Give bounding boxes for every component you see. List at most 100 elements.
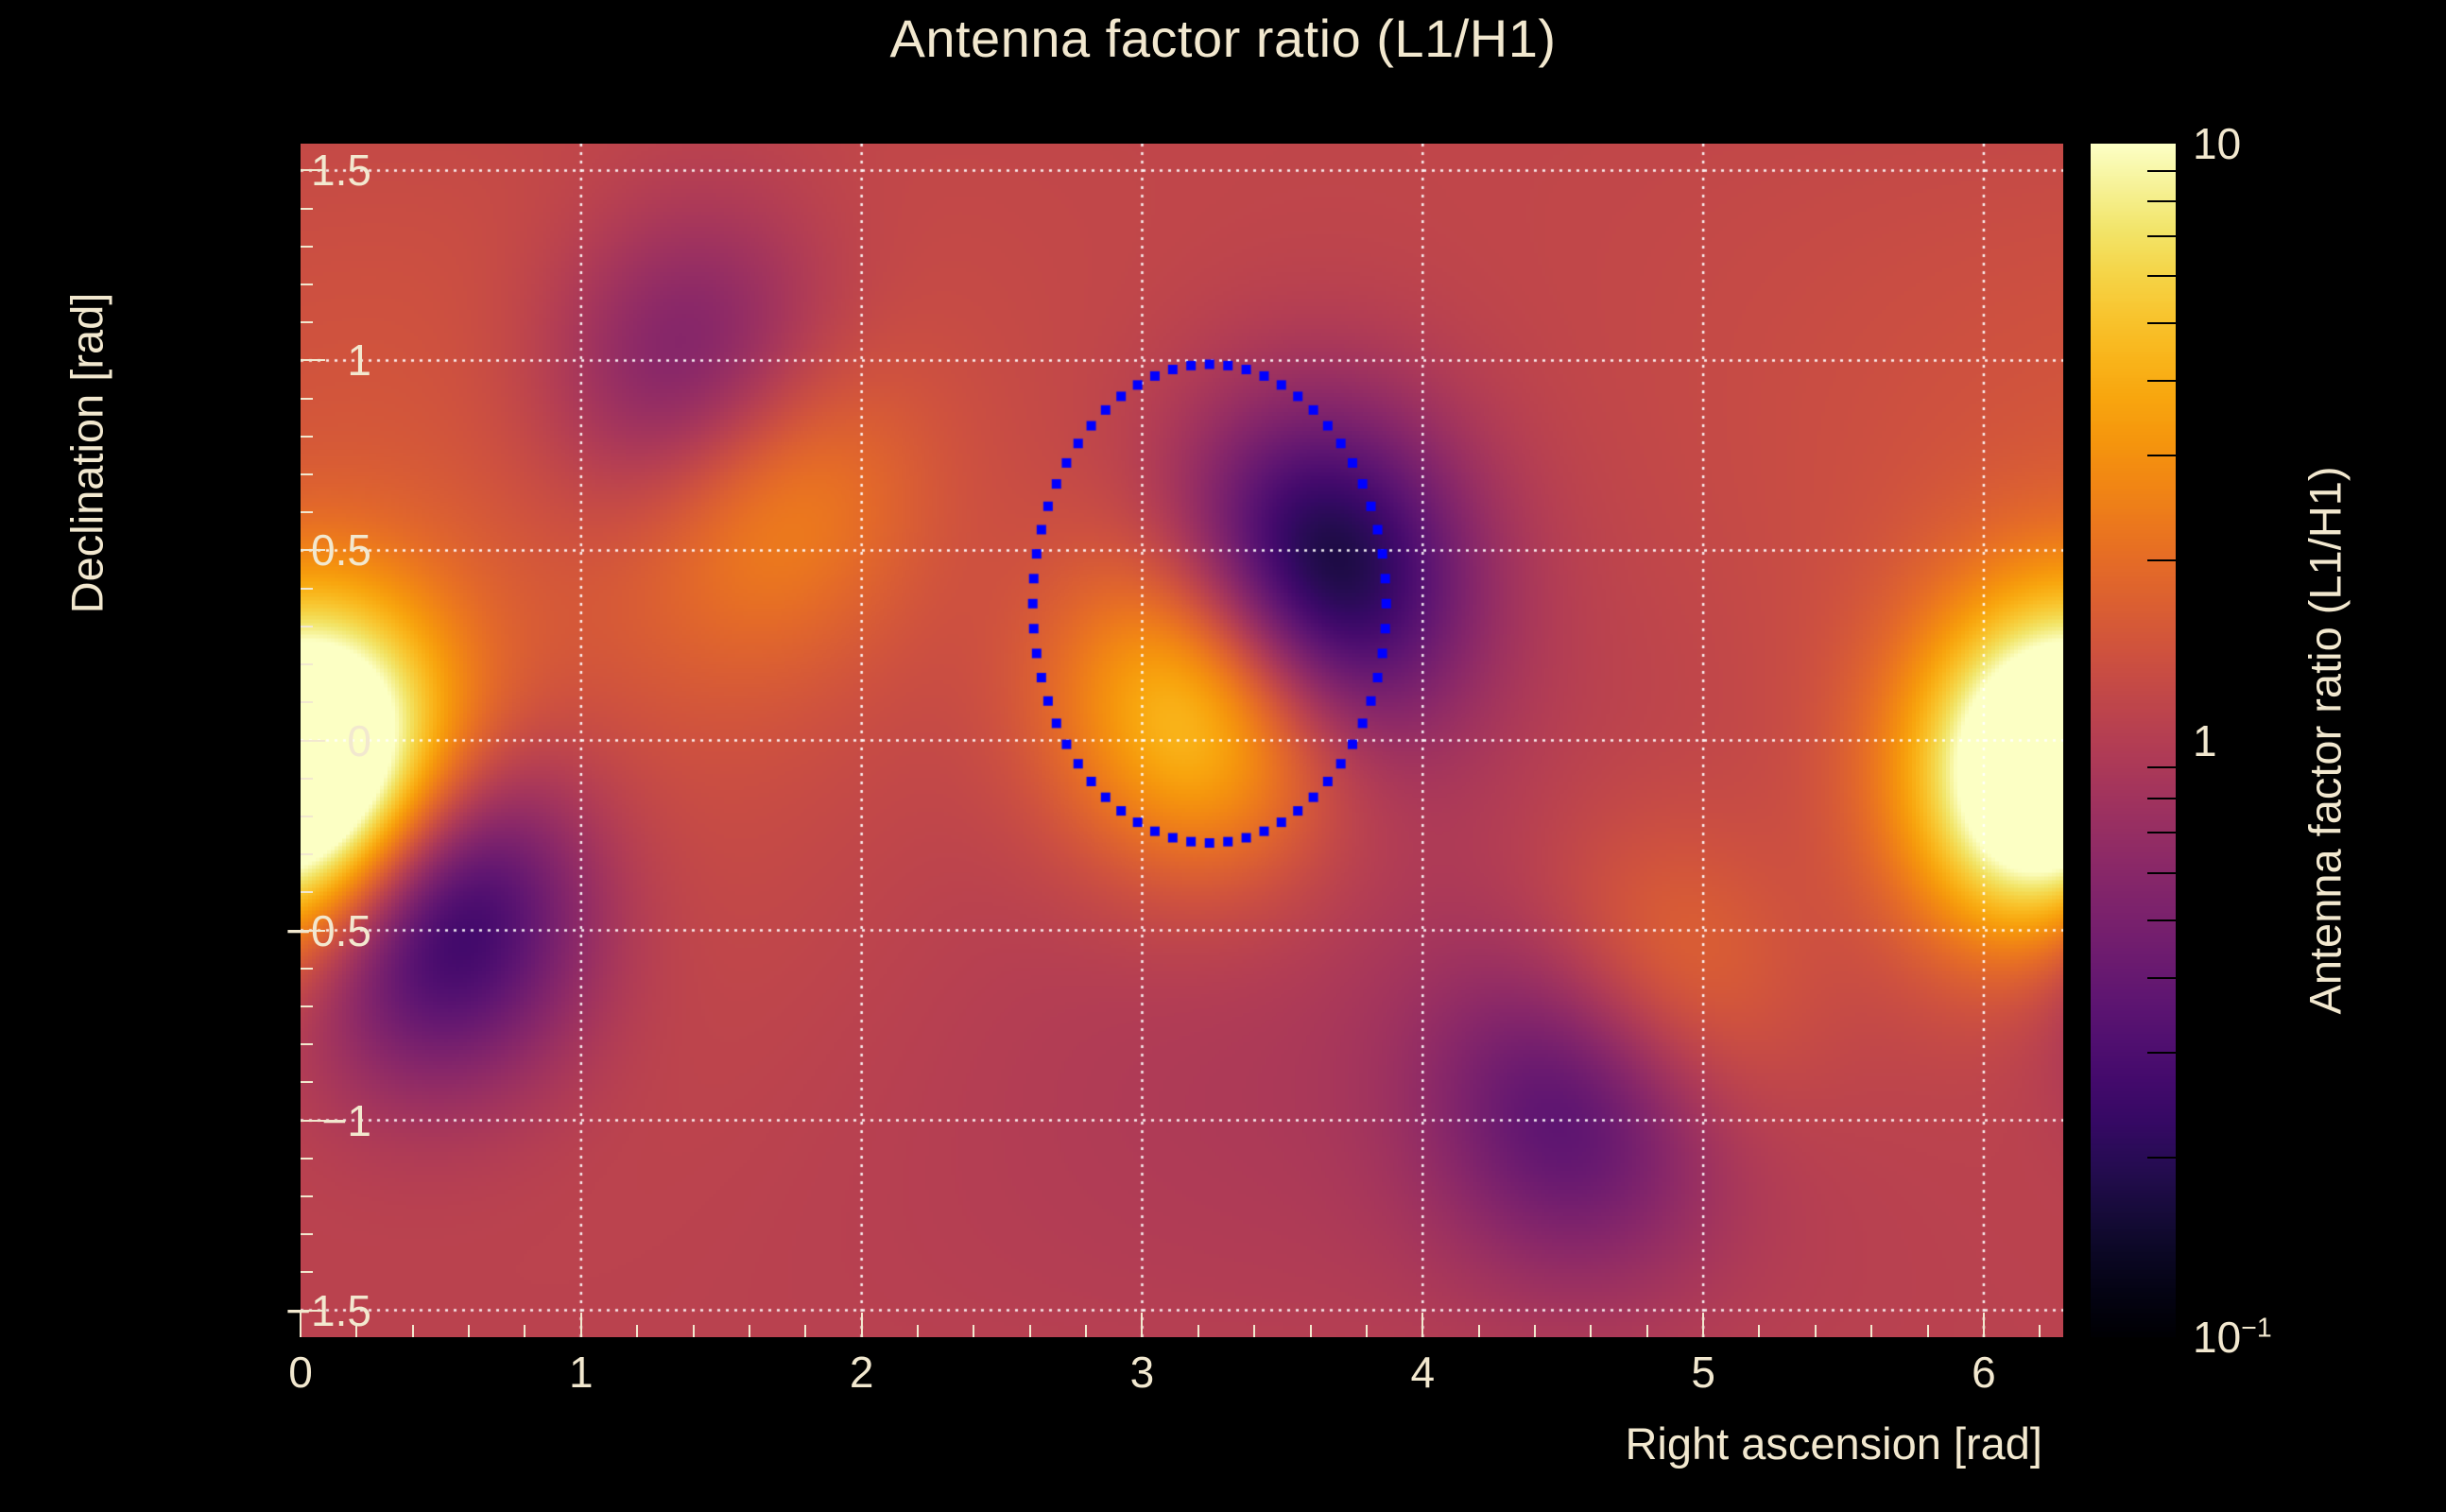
y-axis-minor-tick <box>301 663 313 666</box>
y-axis-tick-label: −1.5 <box>285 1285 371 1335</box>
y-axis-tick-label: 0 <box>347 715 371 765</box>
heatmap-plot-area <box>301 144 2063 1337</box>
y-axis-minor-tick <box>301 587 313 590</box>
colorbar-minor-tick <box>2147 322 2176 325</box>
x-axis-tick-mark <box>579 1313 582 1337</box>
colorbar-minor-tick <box>2147 455 2176 457</box>
x-axis-minor-tick <box>1477 1325 1480 1337</box>
x-axis-minor-tick <box>411 1325 414 1337</box>
y-axis-minor-tick <box>301 967 313 970</box>
x-axis-minor-tick <box>468 1325 471 1337</box>
colorbar-minor-tick <box>2147 1156 2176 1159</box>
y-axis-minor-tick <box>301 473 313 476</box>
x-axis-minor-tick <box>1590 1325 1593 1337</box>
x-axis-tick-label: 0 <box>288 1348 313 1397</box>
x-axis-minor-tick <box>1814 1325 1817 1337</box>
y-axis-minor-tick <box>301 1081 313 1084</box>
colorbar-minor-tick <box>2147 919 2176 921</box>
x-axis-minor-tick <box>973 1325 975 1337</box>
colorbar-tick-label: 1 <box>2193 715 2217 765</box>
x-axis-tick-mark <box>1982 1313 1985 1337</box>
y-axis-tick-label: 1 <box>347 335 371 386</box>
y-axis-minor-tick <box>301 284 313 286</box>
y-axis-tick-mark <box>301 359 325 362</box>
colorbar-minor-tick <box>2147 275 2176 278</box>
y-axis-minor-tick <box>301 511 313 514</box>
x-axis-tick-label: 6 <box>1972 1348 1996 1397</box>
x-axis-minor-tick <box>1197 1325 1199 1337</box>
y-axis-tick-mark <box>301 1309 325 1312</box>
x-axis-minor-tick <box>804 1325 807 1337</box>
x-axis-minor-tick <box>355 1325 358 1337</box>
x-axis-minor-tick <box>1758 1325 1761 1337</box>
colorbar-minor-tick <box>2147 871 2176 874</box>
x-axis-minor-tick <box>1365 1325 1368 1337</box>
y-axis-minor-tick <box>301 207 313 210</box>
colorbar-minor-tick <box>2147 200 2176 203</box>
colorbar-minor-tick <box>2147 234 2176 237</box>
x-axis-tick-label: 4 <box>1410 1348 1436 1397</box>
colorbar-minor-tick <box>2147 976 2176 979</box>
x-axis-minor-tick <box>1645 1325 1648 1337</box>
x-axis-minor-tick <box>1534 1325 1537 1337</box>
x-axis-minor-tick <box>636 1325 639 1337</box>
colorbar-minor-tick <box>2147 169 2176 172</box>
colorbar-minor-tick <box>2147 766 2176 769</box>
y-axis-tick-label: −0.5 <box>285 905 371 955</box>
x-axis-minor-tick <box>1309 1325 1312 1337</box>
y-axis-minor-tick <box>301 321 313 324</box>
colorbar-minor-tick <box>2147 380 2176 383</box>
y-axis-minor-tick <box>301 853 313 856</box>
x-axis-tick-mark <box>1702 1313 1705 1337</box>
x-axis-tick-label: 3 <box>1129 1348 1155 1397</box>
y-axis-minor-tick <box>301 625 313 627</box>
x-axis-minor-tick <box>1926 1325 1929 1337</box>
y-axis-tick-mark <box>301 169 325 172</box>
y-axis-tick-mark <box>301 549 325 552</box>
y-axis-title-text: Declination [rad] <box>61 292 112 614</box>
y-axis-minor-tick <box>301 891 313 894</box>
colorbar-minor-tick <box>2147 559 2176 562</box>
colorbar-minor-tick <box>2147 797 2176 799</box>
colorbar-tick-label: 10 <box>2193 119 2242 168</box>
colorbar-gradient <box>2091 144 2176 1337</box>
colorbar-tick-label: 10−1 <box>2193 1313 2272 1362</box>
x-axis-tick-label: 2 <box>849 1348 874 1397</box>
colorbar-minor-tick <box>2147 1051 2176 1054</box>
x-axis-minor-tick <box>748 1325 750 1337</box>
x-axis-tick-mark <box>1421 1313 1424 1337</box>
colorbar-title-text: Antenna factor ratio (L1/H1) <box>2300 466 2351 1015</box>
y-axis-minor-tick <box>301 777 313 780</box>
colorbar-title: Antenna factor ratio (L1/H1) <box>2297 144 2353 1337</box>
colorbar <box>2091 144 2176 1337</box>
y-axis-minor-tick <box>301 1043 313 1046</box>
y-axis-minor-tick <box>301 1233 313 1236</box>
grid-and-contour-overlay <box>301 144 2063 1337</box>
x-axis-minor-tick <box>1253 1325 1256 1337</box>
y-axis-minor-tick <box>301 1194 313 1197</box>
y-axis-minor-tick <box>301 1157 313 1160</box>
x-axis-minor-tick <box>917 1325 919 1337</box>
x-axis-tick-mark <box>1141 1313 1144 1337</box>
x-axis-minor-tick <box>1085 1325 1088 1337</box>
y-axis-minor-tick <box>301 701 313 704</box>
x-axis-tick-mark <box>300 1313 301 1337</box>
y-axis-minor-tick <box>301 1271 313 1274</box>
x-axis-title: Right ascension [rad] <box>1625 1418 2042 1469</box>
x-axis-minor-tick <box>1028 1325 1031 1337</box>
colorbar-minor-tick <box>2147 832 2176 834</box>
x-axis-tick-label: 5 <box>1691 1348 1715 1397</box>
x-axis-minor-tick <box>1870 1325 1873 1337</box>
x-axis-tick-mark <box>860 1313 863 1337</box>
y-axis-minor-tick <box>301 245 313 248</box>
x-axis-minor-tick <box>692 1325 695 1337</box>
x-axis-minor-tick <box>524 1325 526 1337</box>
y-axis-tick-mark <box>301 739 325 742</box>
y-axis-tick-mark <box>301 1119 325 1122</box>
y-axis-minor-tick <box>301 397 313 400</box>
y-axis-tick-label: −1 <box>321 1095 371 1145</box>
y-axis-minor-tick <box>301 1005 313 1007</box>
y-axis-title: Declination [rad] <box>59 144 115 1337</box>
chart-title: Antenna factor ratio (L1/H1) <box>889 9 1557 68</box>
